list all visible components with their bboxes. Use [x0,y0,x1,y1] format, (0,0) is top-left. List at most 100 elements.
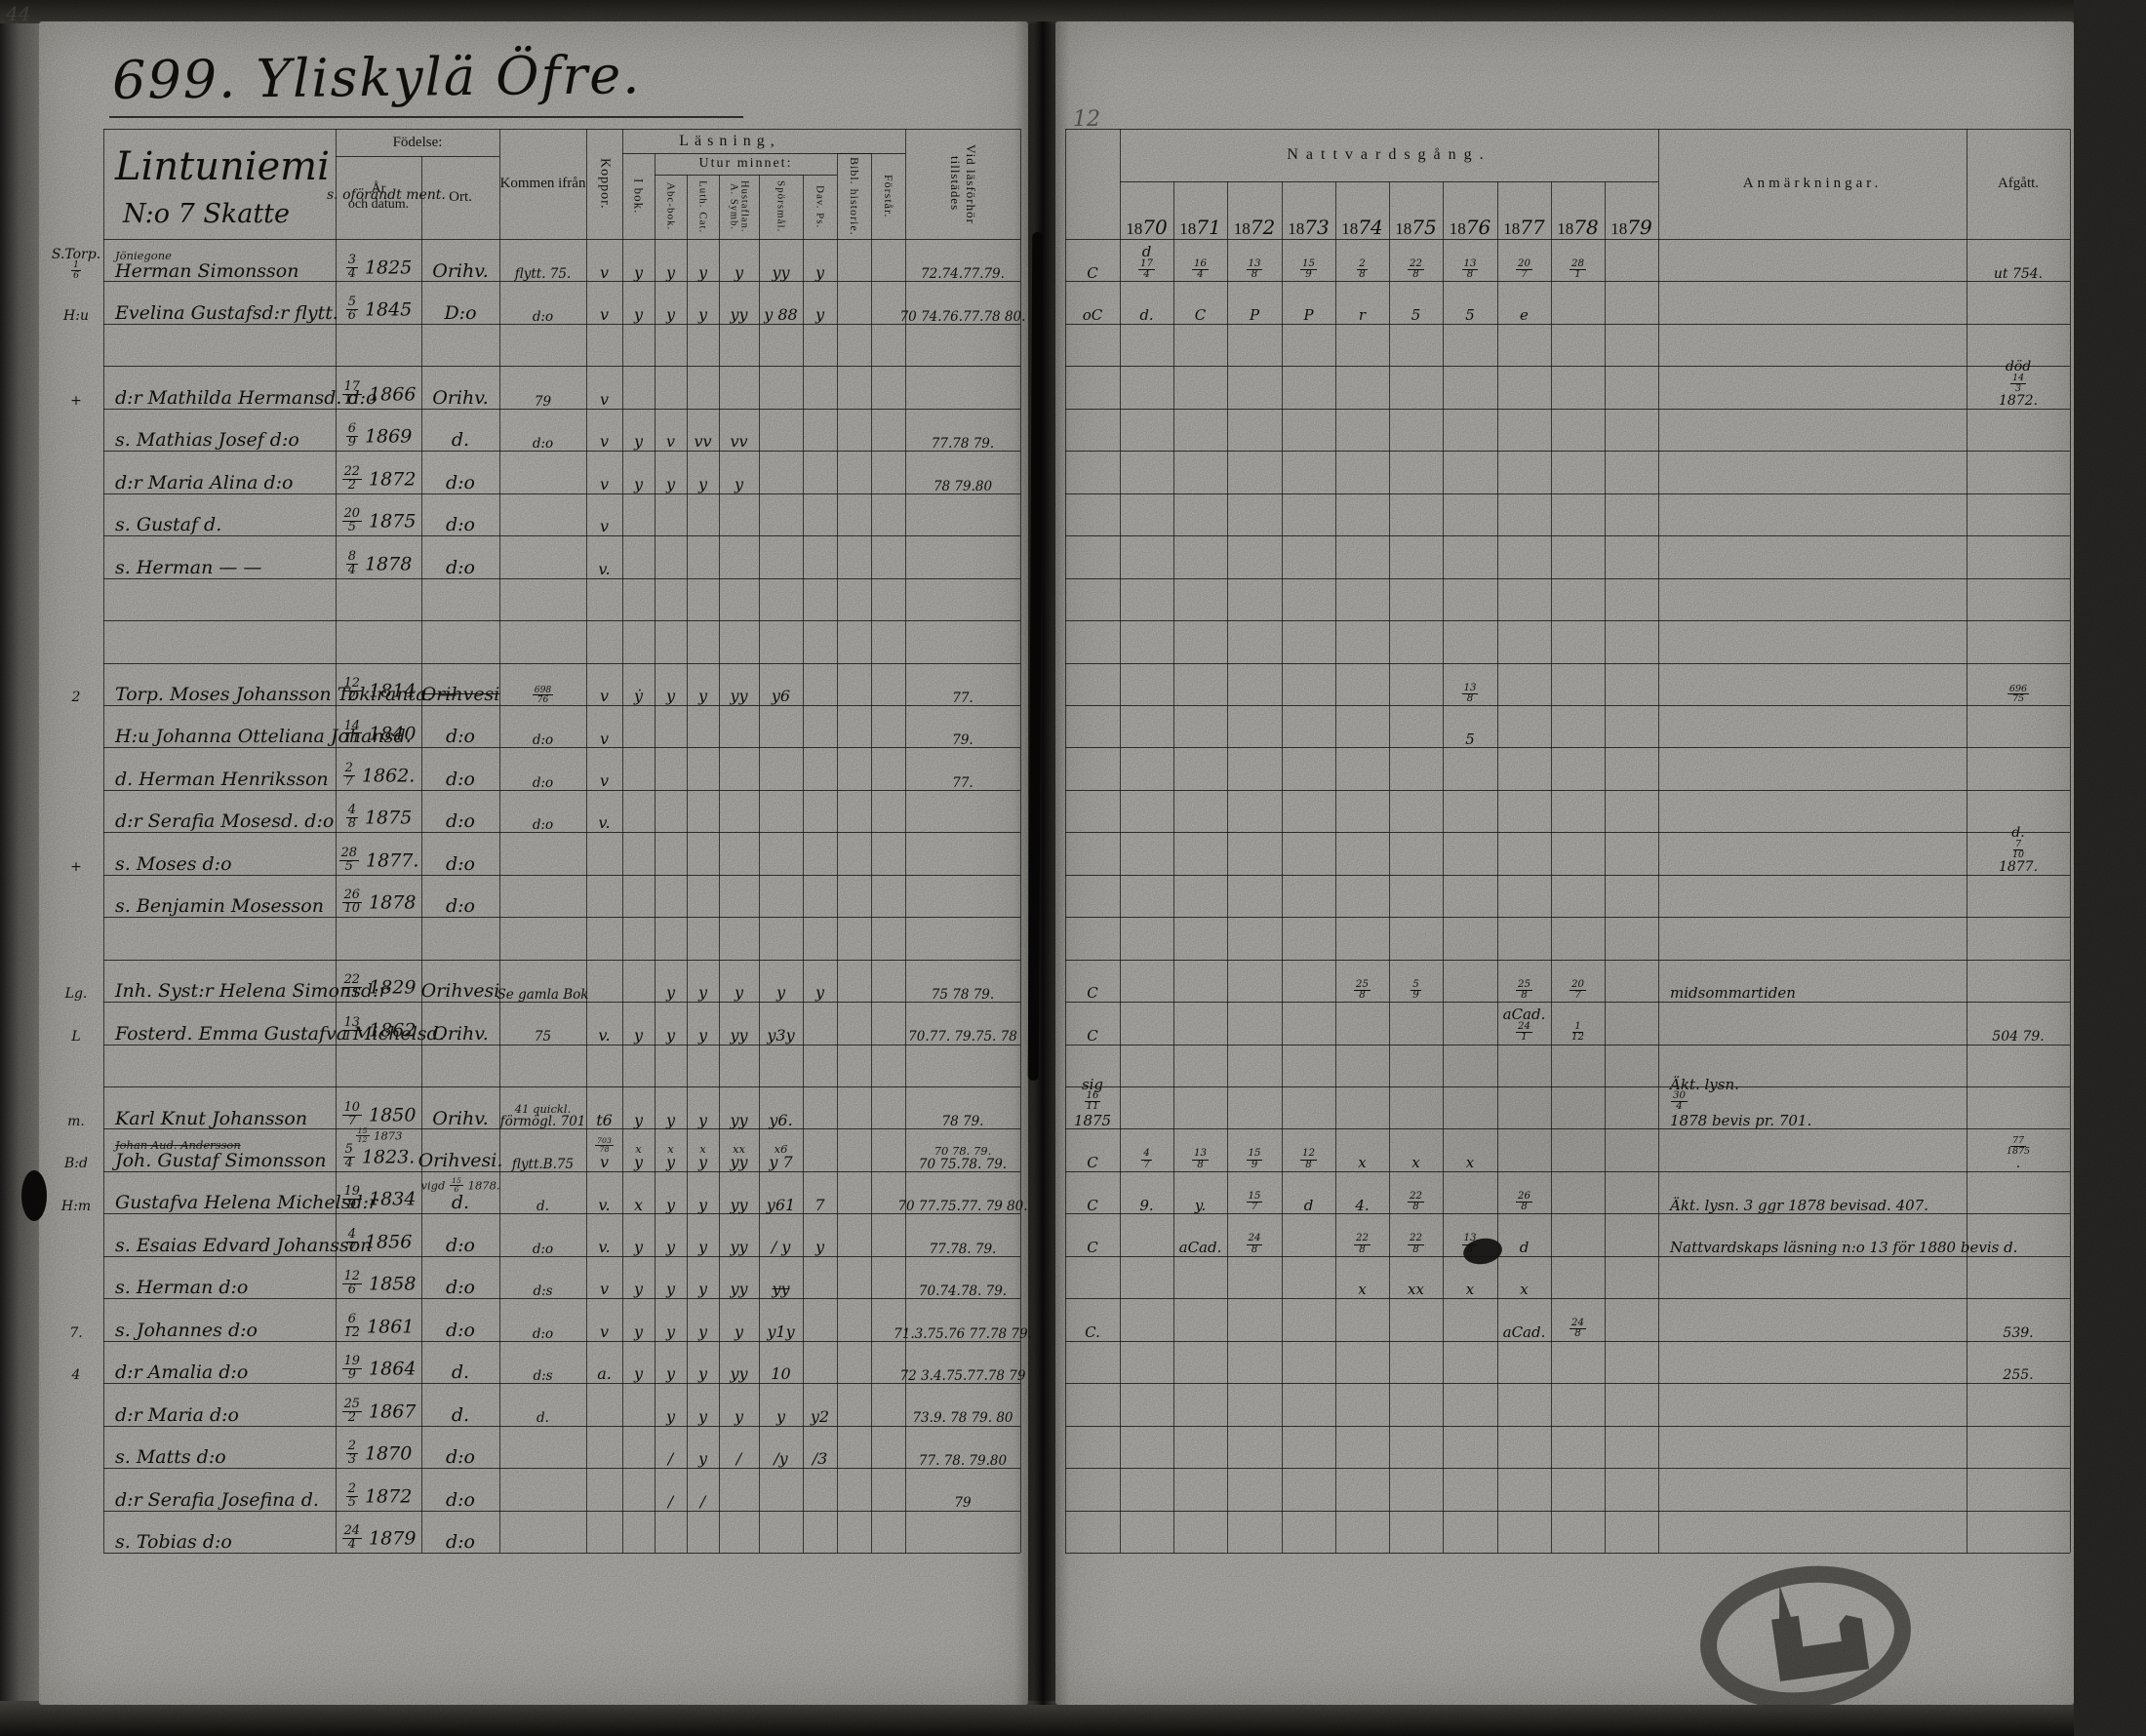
row-line [1065,874,2070,876]
reading-mark: y [697,1364,708,1384]
row-line [1065,662,2070,664]
reading-mark: y [815,983,825,1003]
name-cell: d:r Maria Alina d:o [115,471,294,493]
examination-years: 79. [952,732,974,749]
birthdate-cell: 22 11 1829 [341,972,417,1002]
arrived-from-cell: d. [536,1199,549,1215]
reading-mark: y2 [810,1406,830,1426]
reading-mark: y [815,1237,825,1256]
smallpox-cell: v [599,1280,610,1299]
row-line [1065,1552,2070,1554]
margin-note: 7. [69,1325,83,1341]
reading-mark: y [665,1322,676,1341]
departed-note: ut 754. [1993,265,2044,282]
reading-mark: yy [730,687,748,706]
examination-years: 78 79. [941,1114,984,1130]
name-cell: Karl Knut Johansson [115,1107,308,1129]
reading-mark: y [665,474,676,493]
birthplace-cell: d:o [445,895,475,918]
communion-date: 24 8 [1246,1233,1263,1255]
row-line [1065,789,2070,791]
reading-mark: yy [772,1280,790,1299]
examination-years: 70 77.75.77. 79 80. [897,1199,1028,1215]
name-cell: d:r Maria d:o [115,1403,239,1426]
birthplace-cell: vigd 15 6 1878. d. [420,1175,500,1214]
communion-date: 16 4 [1192,258,1209,281]
reading-mark: vv [694,432,712,452]
col-header-nattvardsgang: Nattvardsgång. [1287,146,1491,163]
grid-line-v [1605,181,1606,1553]
name-cell: Gustafva Helena Michelsd:r [115,1192,378,1214]
reading-mark: y [734,983,744,1003]
communion-date: 28 1 [1570,258,1586,281]
name-cell: H:u Johanna Otteliana Johansd. [115,726,412,748]
reading-mark: y [665,1025,676,1045]
remark-note: midsommartiden [1670,984,1796,1003]
communion-date: 26 8 [1516,1190,1532,1213]
reading-mark: x [633,1195,644,1214]
arrived-from-cell: d:o [532,817,554,834]
birthplace-cell: d. [451,429,470,452]
reading-mark: v [665,432,676,452]
reading-mark: / [699,1491,706,1511]
margin-note: m. [67,1113,85,1129]
birthplace-cell: d. [451,1361,470,1384]
grid-line-h [1065,129,2070,130]
arrived-from-cell: d. [536,1410,549,1427]
communion-date: 24 8 [1570,1318,1586,1340]
col-header-kommen-ifran: Kommen ifrån [499,176,586,191]
communion-note: oC [1082,306,1103,325]
birthdate-cell: 24 4 1879 [341,1523,417,1553]
birthdate-cell: 19 9 1864 [341,1354,417,1383]
smallpox-cell: v. [598,559,611,578]
scan-left-edge [0,0,43,1736]
col-header-luth-cat: Luth. Cat. [696,179,709,234]
year-header: 1875 [1395,216,1437,240]
smallpox-cell: v [599,1322,610,1341]
col-header-vid-lasforhor: Vid läsförhör tillstädes [948,143,978,224]
communion-note: C [1087,1196,1098,1214]
name-cell: s. Gustaf d. [115,514,222,536]
birthdate-cell: 26 10 1878 [341,888,417,917]
examination-years: 72.74.77.79. [921,266,1005,283]
scan-top-edge [0,0,2146,23]
communion-date: 5 [1411,306,1421,325]
examination-years: 70 74.76.77.78 80. [899,308,1026,325]
grid-line-v [1658,129,1659,1553]
reading-mark: y [815,262,825,282]
arrived-from-cell: 41 quickl. förmögl. 701 [499,1101,586,1130]
reading-mark: y [697,474,708,493]
arrived-from-cell: d:o [532,774,554,791]
birthdate-cell: 6 12 1861 [343,1311,415,1340]
smallpox-cell: v. [598,813,611,833]
birthplace-cell: d:o [445,768,475,790]
smallpox-cell: v [599,389,610,409]
church-stamp-icon [1700,1565,1911,1710]
birthdate-cell: 25 2 1867 [341,1396,417,1425]
birthplace-cell: Orihv. [432,1022,489,1045]
birthdate-cell: 12 2 1814 [341,676,417,705]
birthdate-cell: 22 2 1872 [341,463,417,493]
smallpox-cell: a. [597,1364,612,1384]
name-cell: s. Johannes d:o [115,1319,258,1341]
reading-mark: y [633,1237,644,1256]
grid-line-v [1551,181,1552,1553]
communion-date: 15 7 [1246,1190,1263,1213]
row-line [1065,1383,2070,1385]
col-header-forstar: Förstår. [882,174,895,218]
birthdate-cell: 15 12 1873 5 4 1823. [342,1126,416,1170]
examination-years: 72 3.4.75.77.78 79 [899,1367,1026,1384]
year-header: 1877 [1503,216,1545,240]
smallpox-cell: v. [598,1237,611,1256]
row-line [1065,493,2070,494]
name-cell: s. Esaias Edvard Johansson [115,1234,373,1256]
reading-mark: /y [774,1449,788,1469]
communion-date: 25 8 [1354,978,1371,1001]
smallpox-cell: v [599,474,610,493]
smallpox-cell: v [599,305,610,325]
communion-date: 1 12 [1571,1021,1584,1044]
grid-line-v [1497,181,1498,1553]
